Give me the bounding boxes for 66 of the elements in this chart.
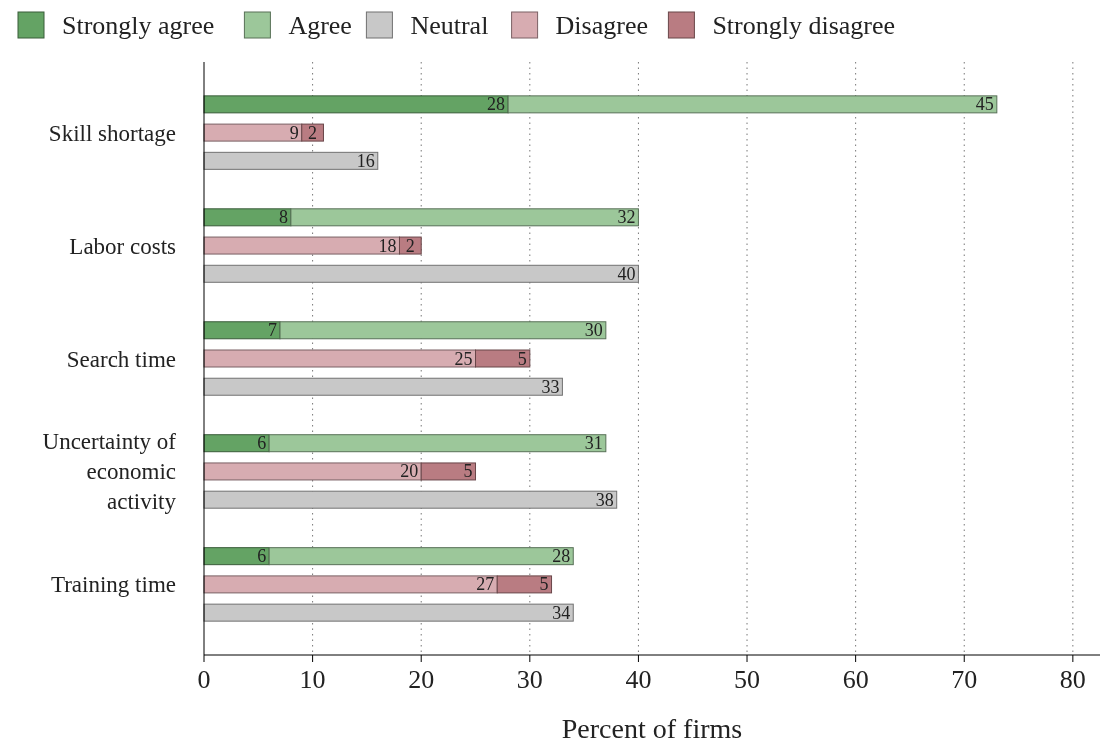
legend-label: Strongly disagree [712, 11, 896, 40]
data-label: 31 [584, 433, 603, 454]
y-tick-label: Uncertainty of economic activity [42, 429, 177, 515]
bar [203, 575, 498, 594]
data-label: 38 [595, 489, 614, 510]
bar [203, 462, 422, 481]
data-label: 8 [278, 207, 288, 228]
data-label: 27 [476, 574, 495, 595]
bar [203, 490, 618, 509]
x-tick-label: 70 [951, 665, 978, 694]
x-tick-label: 0 [197, 665, 211, 694]
bar [496, 575, 553, 594]
data-label: 40 [617, 263, 636, 284]
bar [203, 123, 303, 142]
data-label: 6 [257, 433, 267, 454]
bar [203, 547, 270, 566]
data-label: 5 [539, 574, 549, 595]
data-label: 2 [405, 235, 415, 256]
x-tick-label: 50 [734, 665, 761, 694]
data-label: 7 [268, 320, 278, 341]
x-tick-label: 10 [299, 665, 326, 694]
data-label: 20 [400, 461, 419, 482]
bar [398, 236, 422, 255]
x-tick-label: 60 [842, 665, 869, 694]
bar [203, 321, 281, 340]
data-label: 30 [584, 320, 603, 341]
legend-label: Strongly agree [62, 11, 215, 40]
bar [203, 236, 400, 255]
bar [507, 95, 998, 114]
bar [203, 434, 270, 453]
data-label: 5 [463, 461, 473, 482]
legend-label: Disagree [555, 11, 649, 40]
data-label: 25 [454, 348, 473, 369]
data-label: 32 [617, 207, 636, 228]
data-label: 6 [257, 546, 267, 567]
data-label: 18 [378, 235, 397, 256]
x-tick-label: 40 [625, 665, 652, 694]
data-label: 34 [552, 602, 571, 623]
bar [203, 349, 477, 368]
bar [268, 547, 574, 566]
y-tick-label: Training time [50, 572, 176, 598]
legend-label: Agree [288, 11, 352, 40]
bar [290, 208, 639, 227]
x-tick-label: 30 [516, 665, 543, 694]
x-axis-title: Percent of firms [561, 713, 743, 744]
data-label: 2 [308, 122, 318, 143]
legend-label: Neutral [410, 11, 489, 40]
data-label: 16 [356, 150, 375, 171]
y-tick-label: Search time [66, 346, 176, 372]
x-tick-label: 80 [1059, 665, 1086, 694]
x-tick-label: 20 [408, 665, 435, 694]
data-label: 45 [975, 94, 994, 115]
bar [420, 462, 477, 481]
y-tick-label: Skill shortage [48, 120, 176, 146]
data-label: 28 [552, 546, 571, 567]
y-tick-label: Labor costs [69, 233, 177, 259]
bar [268, 434, 607, 453]
data-label: 33 [541, 376, 560, 397]
data-label: 28 [487, 94, 506, 115]
bar [475, 349, 531, 368]
bar [279, 321, 607, 340]
bar [203, 95, 509, 114]
bar [203, 208, 292, 227]
data-label: 9 [289, 122, 299, 143]
data-label: 5 [517, 348, 527, 369]
bar [301, 123, 324, 142]
